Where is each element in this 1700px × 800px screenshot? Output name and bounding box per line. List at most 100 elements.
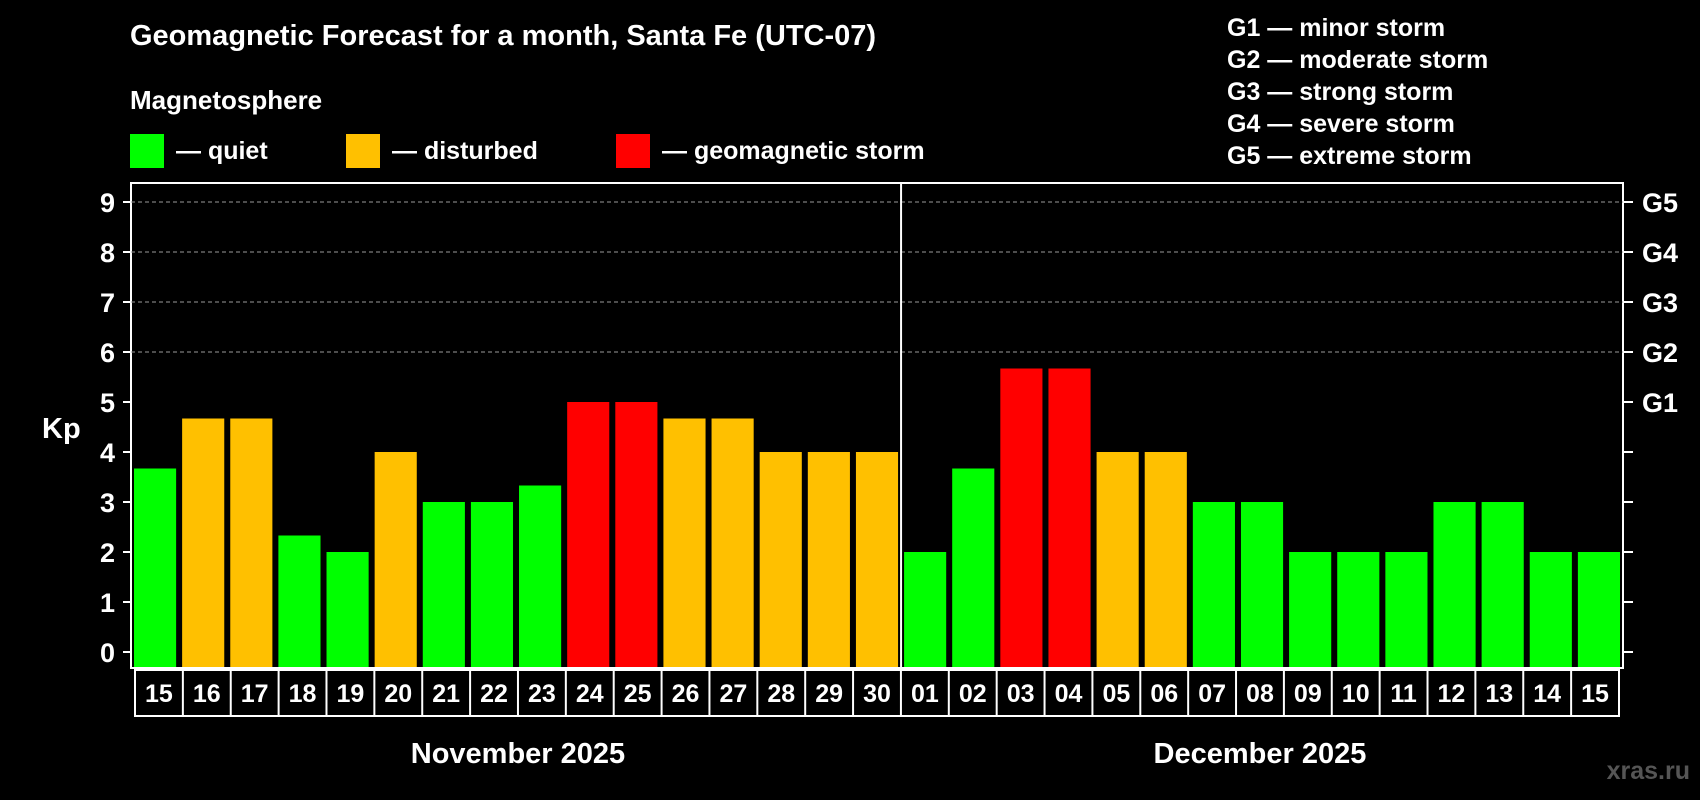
month-label-2: December 2025 xyxy=(1154,738,1367,770)
bar-18 xyxy=(952,468,995,667)
day-label: 29 xyxy=(815,680,843,708)
bar-16 xyxy=(855,452,899,667)
bar-17 xyxy=(904,552,947,667)
watermark: xras.ru xyxy=(1606,757,1690,785)
legend-label-storm: — geomagnetic storm xyxy=(662,136,925,165)
right-axis-label: G4 xyxy=(1642,238,1678,268)
y-tick-label: 5 xyxy=(100,388,115,418)
bar-11 xyxy=(615,402,658,667)
day-label: 05 xyxy=(1102,680,1130,708)
day-label: 17 xyxy=(241,680,269,708)
y-tick-label: 2 xyxy=(100,538,115,568)
day-label: 22 xyxy=(480,680,508,708)
day-label: 07 xyxy=(1198,680,1226,708)
y-axis-label: Kp xyxy=(42,413,81,445)
bar-12 xyxy=(663,418,706,667)
day-label: 06 xyxy=(1150,680,1178,708)
legend-swatch-storm xyxy=(616,134,650,168)
storm-level-g3: G3 — strong storm xyxy=(1227,78,1454,106)
day-label: 03 xyxy=(1007,680,1035,708)
bar-1 xyxy=(134,468,177,667)
plot-frame xyxy=(130,182,1624,669)
bar-13 xyxy=(711,418,754,667)
day-label: 25 xyxy=(624,680,652,708)
legend-storm: — geomagnetic storm xyxy=(616,134,925,168)
bar-25 xyxy=(1289,552,1332,667)
right-axis-label: G2 xyxy=(1642,338,1678,368)
day-label: 14 xyxy=(1533,680,1561,708)
bar-22 xyxy=(1144,452,1187,667)
day-label: 08 xyxy=(1246,680,1274,708)
y-tick-label: 8 xyxy=(100,238,115,268)
bar-14 xyxy=(759,452,802,667)
legend-quiet: — quiet xyxy=(130,134,268,168)
y-tick-label: 3 xyxy=(100,488,115,518)
y-tick-label: 6 xyxy=(100,338,115,368)
bar-6 xyxy=(374,452,417,667)
right-axis-label: G1 xyxy=(1642,388,1678,418)
y-tick-label: 1 xyxy=(100,588,115,618)
bar-23 xyxy=(1192,502,1235,667)
bar-26 xyxy=(1337,552,1380,667)
bar-31 xyxy=(1577,552,1620,667)
day-label: 23 xyxy=(528,680,556,708)
bar-27 xyxy=(1385,552,1428,667)
day-label: 02 xyxy=(959,680,987,708)
day-label: 18 xyxy=(289,680,317,708)
day-label: 19 xyxy=(337,680,365,708)
month-label-1: November 2025 xyxy=(411,738,625,770)
storm-level-legend: G1 — minor storm G2 — moderate storm G3 … xyxy=(1227,12,1488,172)
bar-5 xyxy=(326,552,369,667)
bar-7 xyxy=(422,502,465,667)
day-label: 01 xyxy=(911,680,939,708)
y-tick-label: 7 xyxy=(100,288,115,318)
right-axis-label: G3 xyxy=(1642,288,1678,318)
legend-disturbed: — disturbed xyxy=(346,134,538,168)
day-label: 15 xyxy=(1581,680,1609,708)
day-label: 27 xyxy=(719,680,747,708)
y-tick-label: 0 xyxy=(100,638,115,668)
day-label: 30 xyxy=(863,680,891,708)
day-label: 11 xyxy=(1390,680,1417,708)
legend-label-disturbed: — disturbed xyxy=(392,136,538,165)
bar-29 xyxy=(1481,502,1524,667)
bar-20 xyxy=(1048,368,1091,667)
day-label: 12 xyxy=(1438,680,1466,708)
legend-swatch-quiet xyxy=(130,134,164,168)
day-label: 04 xyxy=(1055,680,1083,708)
storm-level-g5: G5 — extreme storm xyxy=(1227,142,1472,170)
day-label: 24 xyxy=(576,680,604,708)
bar-19 xyxy=(1000,368,1043,667)
storm-level-g1: G1 — minor storm xyxy=(1227,14,1446,42)
bar-9 xyxy=(519,485,562,667)
day-label: 15 xyxy=(145,680,173,708)
bar-15 xyxy=(807,452,850,667)
bar-3 xyxy=(230,418,273,667)
day-label: 09 xyxy=(1294,680,1322,708)
day-label: 20 xyxy=(384,680,412,708)
day-label-frame xyxy=(134,669,1620,717)
y-tick-label: 9 xyxy=(100,188,115,218)
bar-8 xyxy=(470,502,514,667)
legend-label-quiet: — quiet xyxy=(176,136,268,165)
day-label: 21 xyxy=(432,680,460,708)
right-axis-label: G5 xyxy=(1642,188,1678,218)
bar-2 xyxy=(182,418,225,667)
chart-title: Geomagnetic Forecast for a month, Santa … xyxy=(130,20,877,52)
legend-swatch-disturbed xyxy=(346,134,380,168)
y-tick-label: 4 xyxy=(100,438,115,468)
storm-level-g4: G4 — severe storm xyxy=(1227,110,1455,138)
day-label: 28 xyxy=(767,680,795,708)
bar-4 xyxy=(278,535,321,667)
bar-21 xyxy=(1096,452,1139,667)
storm-level-g2: G2 — moderate storm xyxy=(1227,46,1489,74)
bar-30 xyxy=(1529,552,1572,667)
day-label: 26 xyxy=(672,680,700,708)
day-label: 13 xyxy=(1485,680,1513,708)
bar-28 xyxy=(1433,502,1476,667)
day-label: 16 xyxy=(193,680,221,708)
day-label: 10 xyxy=(1342,680,1370,708)
legend-title: Magnetosphere xyxy=(130,85,323,115)
bar-24 xyxy=(1240,502,1284,667)
